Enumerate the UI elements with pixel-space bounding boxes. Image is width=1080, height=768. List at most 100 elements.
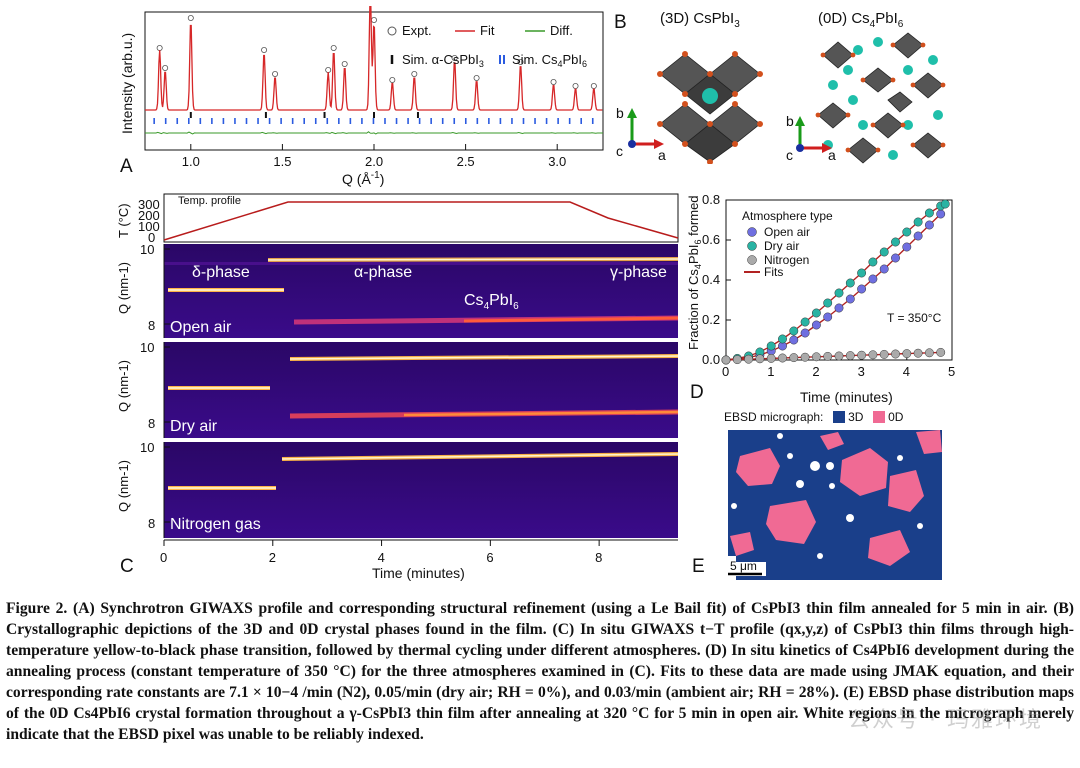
heatmap-nitrogen: Nitrogen gas (164, 442, 678, 538)
data-point (823, 351, 833, 361)
data-point (902, 227, 912, 237)
data-point (879, 264, 889, 274)
panel-b-title-0d: (0D) Cs4PbI6 (818, 10, 904, 30)
panel-d-xtick: 5 (948, 364, 955, 379)
data-point (721, 355, 731, 365)
heatmap-open-air: δ-phase α-phase γ-phase Cs4PbI6 Open air (164, 244, 678, 338)
data-point (732, 355, 742, 365)
data-point (936, 209, 946, 219)
data-point (744, 354, 754, 364)
panel-a-xlabel: Q (Å-1) (342, 170, 384, 187)
expt-point (451, 55, 458, 62)
data-point (857, 268, 867, 278)
data-point (913, 348, 923, 358)
data-point (891, 349, 900, 359)
expt-point (389, 77, 396, 84)
panel-c-xlabel: Time (minutes) (372, 565, 465, 581)
phase-delta: δ-phase (192, 264, 250, 281)
axis-c-label-0d: c (786, 147, 793, 163)
data-point (766, 341, 776, 351)
data-point (891, 253, 900, 263)
data-point (789, 335, 799, 345)
panel-c-xtick: 8 (595, 550, 602, 565)
legend-sim-cs4: Sim. Cs4PbI6 (512, 52, 587, 69)
data-point (857, 350, 867, 360)
data-point (879, 349, 889, 359)
panel-d-legend: Atmosphere type Open air Dry air Nitroge… (742, 209, 833, 279)
panel-d-xtick: 1 (767, 364, 774, 379)
legend-diff: Diff. (550, 23, 573, 38)
legend-fits: Fits (764, 265, 783, 279)
expt-point (370, 16, 377, 23)
data-point (834, 303, 844, 313)
data-point (845, 351, 855, 361)
panel-b-title-3d: (3D) CsPbI3 (660, 10, 740, 30)
atmosphere-open-air: Open air (170, 319, 232, 336)
legend-nitrogen: Nitrogen (764, 253, 809, 267)
q-tick-8: 8 (148, 318, 155, 333)
expt-point (517, 59, 524, 66)
q-ylabel: Q (nm-1) (116, 262, 131, 314)
data-point (940, 199, 950, 209)
data-point (924, 208, 934, 218)
panel-label-c: C (120, 556, 134, 577)
data-point (800, 328, 810, 338)
panel-c-xtick: 2 (269, 550, 276, 565)
panel-label-b: B (614, 12, 627, 33)
panel-d-xtick: 4 (903, 364, 910, 379)
panel-d-ytick: 0.4 (702, 272, 720, 287)
panel-label-a: A (120, 156, 133, 177)
expt-point (572, 83, 579, 90)
data-point (778, 353, 787, 363)
expt-point (411, 71, 418, 78)
data-point (789, 353, 799, 363)
panel-d-ytick: 0.6 (702, 232, 720, 247)
data-point (868, 257, 878, 267)
data-point (879, 247, 889, 257)
panel-label-d: D (690, 382, 704, 403)
axis-b-label-0d: b (786, 113, 794, 129)
temp-ytick-200: 200 (138, 208, 160, 223)
fit-line (725, 203, 946, 361)
q-ylabel: Q (nm-1) (116, 360, 131, 412)
panel-a-xtick: 3.0 (548, 154, 566, 169)
q-ylabel: Q (nm-1) (116, 460, 131, 512)
data-point (913, 217, 923, 227)
expt-point (261, 47, 268, 54)
panel-c-xtick: 6 (486, 550, 493, 565)
crystal-3d-structure (657, 51, 763, 164)
axis-c-label: c (616, 143, 623, 159)
expt-point (187, 14, 194, 21)
figure-caption: Figure 2. (A) Synchrotron GIWAXS profile… (6, 600, 1074, 743)
panel-d-kinetics-chart: Fraction of Cs4PbI6 formed 0 1 2 3 4 5 0.0 0.2 0… (686, 192, 955, 405)
crystal-3d-axes: b c a (616, 105, 666, 163)
data-point (811, 352, 821, 362)
legend-sim-alpha: Sim. α-CsPbI3 (402, 52, 484, 69)
data-point (823, 298, 833, 308)
data-point (778, 334, 787, 344)
data-point (755, 354, 765, 364)
panel-a-xtick: 2.0 (365, 154, 383, 169)
panel-c-temperature-profile: Temp. profile T (°C) 300 200 100 0 (116, 193, 679, 245)
panel-d-xtick: 3 (858, 364, 865, 379)
temp-ylabel: T (°C) (116, 203, 131, 238)
data-point (924, 348, 934, 358)
panel-a-xtick: 1.5 (273, 154, 291, 169)
temp-ytick-100: 100 (138, 219, 160, 234)
temp-ytick-300: 300 (138, 197, 160, 212)
data-point (811, 308, 821, 318)
data-point (800, 352, 810, 362)
panel-d-xtick: 2 (812, 364, 819, 379)
data-point (845, 294, 855, 304)
panel-d-annotation: T = 350°C (887, 311, 942, 325)
expt-point (473, 75, 480, 82)
expt-point (156, 45, 163, 52)
phase-alpha: α-phase (354, 264, 413, 281)
data-point (800, 317, 810, 327)
data-point (834, 351, 844, 361)
atmosphere-dry-air: Dry air (170, 418, 218, 435)
data-point (766, 353, 776, 363)
data-point (857, 284, 867, 294)
axis-b-label: b (616, 105, 624, 121)
q-tick-10: 10 (140, 242, 154, 257)
